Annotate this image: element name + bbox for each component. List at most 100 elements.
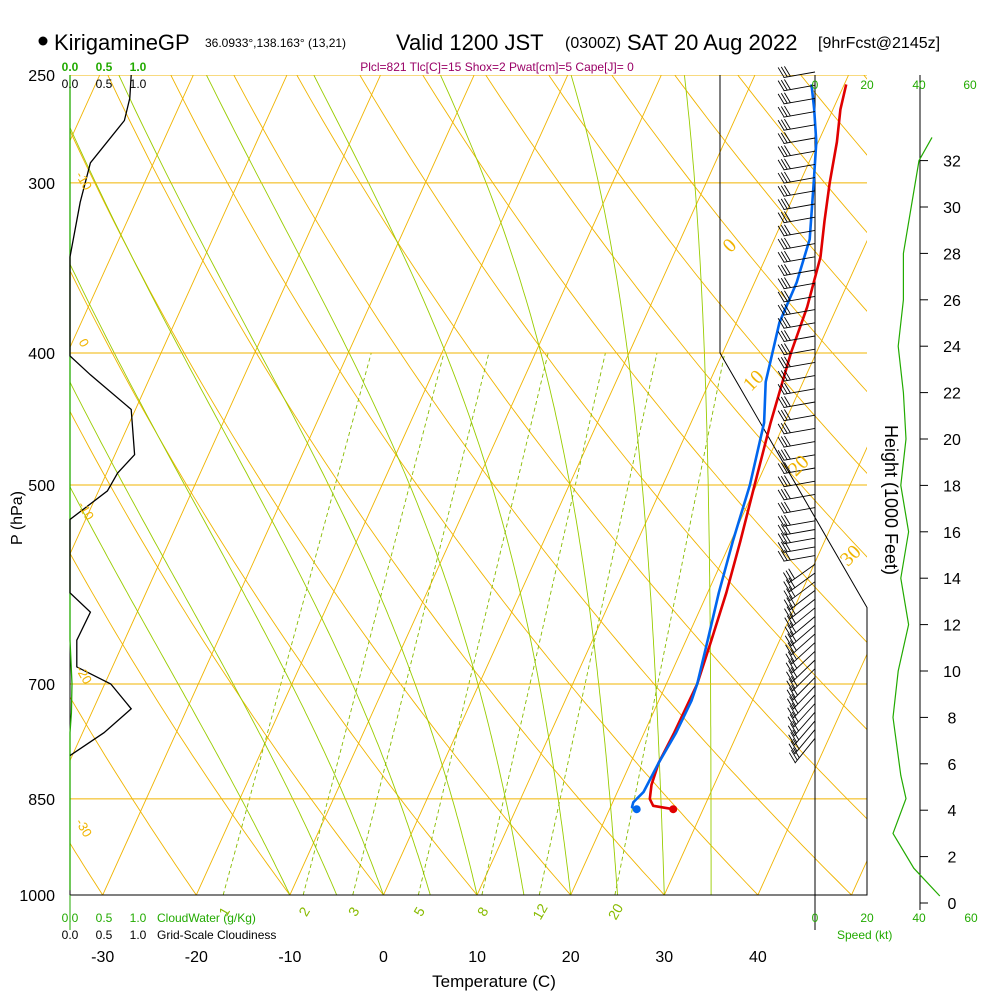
- utc-time: (0300Z): [565, 35, 621, 52]
- forecast-info: [9hrFcst@2145z]: [818, 35, 940, 52]
- wind-barb-flag: [777, 278, 785, 289]
- background-lines: [0, 75, 867, 895]
- mixing-ratio-label: 3: [345, 904, 363, 919]
- station-dot-icon: [38, 36, 48, 46]
- wind-barb-flag: [788, 660, 795, 671]
- wind-barb-flag: [780, 93, 788, 104]
- height-axis-title: Height (1000 Feet): [881, 425, 901, 575]
- height-tick-label: 0: [948, 896, 957, 913]
- wind-barb-flag: [780, 357, 788, 368]
- wind-barb-flag: [780, 277, 788, 289]
- wind-barb-flag: [789, 714, 797, 725]
- height-tick-label: 30: [943, 200, 961, 217]
- wind-barb-shaft: [793, 711, 816, 737]
- wind-barb-shaft: [791, 642, 816, 665]
- wind-barb-flag: [790, 732, 798, 743]
- wind-barb-flag: [783, 581, 791, 592]
- height-tick-label: 16: [943, 525, 961, 542]
- wind-barb-flag: [780, 304, 788, 315]
- wind-barb-shaft: [789, 598, 816, 620]
- wind-barb-flag: [777, 318, 785, 329]
- valid-time: Valid 1200 JST: [396, 30, 544, 55]
- wind-barb-shaft: [793, 703, 816, 728]
- wind-barb-flag: [786, 597, 794, 608]
- wind-barb-flag: [777, 384, 785, 395]
- wind-barb-flag: [784, 316, 791, 328]
- wind-barb-shaft: [792, 677, 816, 701]
- wind-barb-shaft: [783, 520, 816, 527]
- cloud-water-scale-top: 1.0: [130, 60, 147, 74]
- wind-barb-flag: [783, 599, 791, 610]
- isotherm-line: [757, 653, 867, 895]
- wind-barb-flag: [786, 680, 794, 692]
- dry-adiabat-line: [70, 269, 478, 895]
- wind-barb-flag: [780, 515, 788, 526]
- moist-adiabat-line: [313, 75, 572, 895]
- cloud-water-scale-bottom: 0.5: [96, 911, 113, 925]
- wind-barb-flag: [784, 409, 791, 420]
- dry-adiabat-line: [0, 75, 9, 895]
- wind-barb-flag: [791, 693, 799, 705]
- mixing-ratio-line: [538, 352, 658, 895]
- wind-barb-flag: [777, 370, 785, 382]
- wind-barb-flag: [786, 698, 794, 710]
- isotherm-line: [70, 75, 194, 349]
- temperature-tick-label: 40: [749, 949, 767, 966]
- stability-indices: Plcl=821 Tlc[C]=15 Shox=2 Pwat[cm]=5 Cap…: [360, 60, 634, 74]
- wind-barb-flag: [784, 277, 791, 288]
- wind-barb-flag: [784, 475, 791, 486]
- wind-barb-flag: [784, 369, 791, 381]
- height-tick-label: 6: [948, 757, 957, 774]
- wind-barb-flag: [780, 106, 788, 117]
- speed-scale-bottom: 40: [912, 911, 926, 925]
- temperature-tick-label: 30: [655, 949, 673, 966]
- wind-barb-shaft: [792, 694, 816, 719]
- height-tick-label: 18: [943, 478, 961, 495]
- wind-barb-flag: [784, 488, 791, 499]
- wind-barb-shaft: [783, 124, 816, 131]
- pressure-tick-label: 500: [28, 478, 55, 495]
- wind-barb-flag: [784, 617, 792, 628]
- wind-barb-shaft: [792, 685, 816, 710]
- wind-barb-flag: [784, 448, 791, 460]
- wind-barb-flag: [780, 238, 788, 249]
- wind-barb-flag: [780, 343, 788, 355]
- wind-barb-flag: [789, 622, 797, 633]
- wind-barb-flag: [780, 475, 788, 487]
- isotherm-edge-label: 0: [76, 336, 93, 350]
- wind-barb-flag: [780, 264, 788, 276]
- wind-barb-shaft: [783, 203, 816, 210]
- height-tick-label: 8: [948, 710, 957, 727]
- wind-barb-flag: [784, 264, 791, 275]
- wind-barb-flag: [780, 396, 788, 408]
- wind-barb-flag: [777, 550, 785, 562]
- wind-barb-flag: [784, 132, 791, 143]
- wind-barb-flag: [784, 356, 791, 367]
- wind-barb-flag: [777, 410, 785, 421]
- dry-adiabat-line: [296, 75, 867, 820]
- wind-barb-flag: [777, 80, 785, 91]
- wind-barb-flag: [786, 615, 794, 626]
- dry-adiabat-line: [70, 696, 197, 895]
- wind-barb-shaft: [783, 282, 816, 290]
- wind-barb-flag: [777, 463, 785, 474]
- wind-barb-flag: [788, 734, 796, 745]
- wind-barb-shaft: [791, 650, 816, 674]
- wind-barb-flag: [787, 624, 794, 635]
- wind-barb-shaft: [783, 111, 816, 118]
- wind-barb-shaft: [783, 375, 816, 382]
- cloudiness-scale-top: 0.5: [96, 77, 113, 91]
- wind-barb-flag: [784, 303, 791, 315]
- wind-barb-flag: [780, 502, 788, 513]
- speed-scale-top: 60: [963, 78, 977, 92]
- wind-barb-flag: [785, 653, 793, 664]
- wind-barb-flag: [788, 586, 796, 597]
- wind-barb-flag: [788, 577, 796, 588]
- moist-adiabat-line: [683, 75, 712, 895]
- wind-barb-shaft: [783, 454, 816, 461]
- cloud-panel: [69, 74, 136, 891]
- mixing-ratio-label: 2: [295, 904, 313, 919]
- wind-barb-flag: [780, 449, 788, 460]
- speed-scale-top: 40: [912, 78, 926, 92]
